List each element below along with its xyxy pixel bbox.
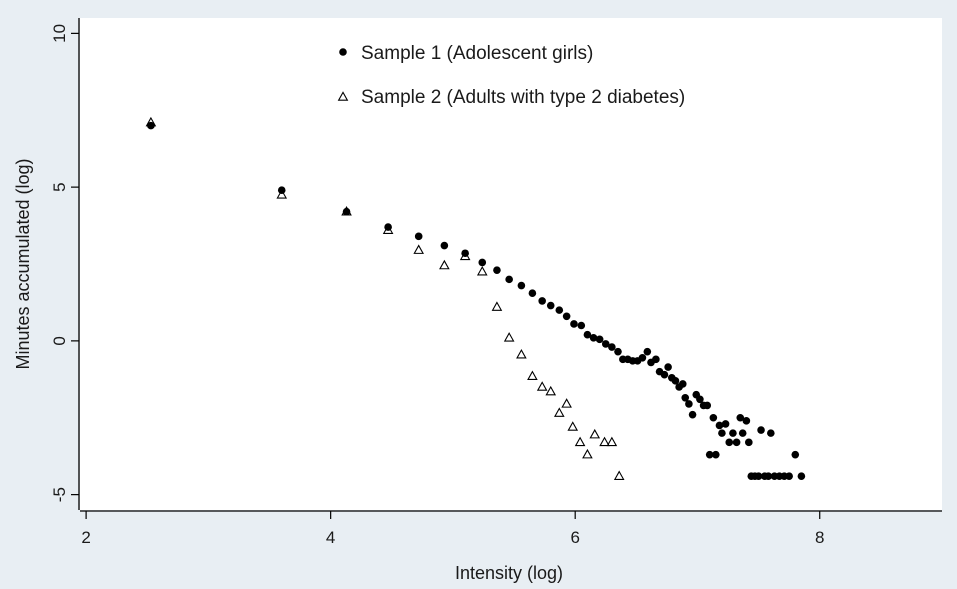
series-1-point [384, 223, 392, 231]
series-1-point [570, 320, 578, 328]
series-1-point [342, 207, 351, 216]
series-1-point [785, 472, 793, 480]
series-1-point [678, 380, 687, 388]
series-1-point [685, 400, 693, 408]
series-2-point [516, 348, 527, 359]
series-1-point [715, 421, 724, 430]
series-1-point [718, 429, 726, 437]
x-axis-title: Intensity (log) [455, 563, 563, 583]
series-1-point [660, 370, 669, 379]
series-2-point [574, 436, 586, 447]
series-2-point [545, 385, 557, 396]
legend-marker-1 [339, 48, 347, 56]
series-2-point [536, 381, 548, 391]
series-1-point [729, 429, 737, 437]
series-1-point [538, 297, 546, 305]
series-1-point [767, 429, 775, 437]
series-2-point [413, 244, 424, 254]
series-1-point [601, 340, 610, 348]
series-1-point [791, 450, 800, 459]
y-tick-label: -5 [50, 487, 69, 502]
series-2-point [567, 421, 579, 431]
series-2-point [276, 189, 288, 199]
series-1-point [595, 335, 604, 344]
series-1-point [705, 450, 714, 459]
x-tick-label: 4 [326, 528, 335, 547]
series-1-point [583, 330, 592, 339]
series-2-point [503, 332, 515, 342]
series-1-point [505, 275, 513, 284]
series-1-point [725, 438, 734, 447]
series-1-point [614, 347, 622, 356]
series-1-point [546, 301, 555, 310]
x-tick-label: 6 [570, 528, 579, 547]
series-1-point [736, 413, 745, 422]
series-1-point [664, 363, 672, 371]
y-axis-title: Minutes accumulated (log) [13, 158, 33, 369]
series-2-point [599, 436, 610, 447]
series-1-point [754, 472, 763, 480]
series-1-point [742, 417, 751, 425]
series-1-point [738, 429, 747, 437]
series-1-point [147, 121, 155, 130]
series-2-point [582, 448, 593, 459]
series-1-point [562, 312, 571, 321]
series-1-point [414, 232, 423, 241]
legend-label-2: Sample 2 (Adults with type 2 diabetes) [361, 87, 685, 108]
series-1-point [703, 401, 712, 410]
series-1-point [745, 438, 753, 447]
series-2-point [589, 428, 601, 439]
series-2-point [439, 259, 450, 270]
series-2-point [613, 470, 625, 480]
series-1-point [589, 334, 598, 342]
series-1-point [712, 450, 720, 459]
series-2-point [491, 301, 503, 311]
series-1-point [709, 413, 718, 422]
series-1-point [608, 343, 616, 351]
series-1-point [577, 321, 586, 330]
series-1-point [652, 355, 660, 364]
legend-marker-2 [337, 91, 349, 101]
series-1-point [638, 353, 647, 362]
series-1 [147, 121, 806, 480]
series-1-point [555, 306, 564, 314]
series-1-point [277, 186, 286, 194]
series-1-point [461, 249, 469, 258]
series-1-point [671, 377, 680, 385]
series-1-point [528, 289, 537, 298]
series-1-point [757, 426, 765, 434]
y-tick-label: 5 [50, 182, 69, 191]
series-1-point [696, 395, 704, 404]
series-2-point [476, 265, 488, 276]
series-1-point [643, 347, 652, 356]
series-1-point [721, 420, 730, 428]
x-tick-label: 8 [815, 528, 824, 547]
legend: Sample 1 (Adolescent girls) Sample 2 (Adu… [337, 43, 685, 108]
data-points [145, 116, 806, 480]
axes: 2 4 6 8 -5 0 5 10 [50, 18, 942, 547]
legend-label-1: Sample 1 (Adolescent girls) [361, 43, 593, 64]
series-1-point [797, 472, 806, 480]
y-tick-label: 0 [50, 336, 69, 345]
plot-area [80, 18, 942, 510]
series-2-point [553, 407, 565, 417]
series-1-point [764, 472, 773, 480]
series-1-point [732, 438, 741, 447]
series-2-point [527, 370, 538, 381]
series-1-point [681, 393, 690, 402]
series-1-point [440, 241, 449, 250]
x-tick-label: 2 [81, 528, 90, 547]
series-2-point [561, 398, 572, 408]
series-1-point [493, 266, 501, 274]
series-2-point [606, 436, 618, 447]
series-1-point [517, 281, 526, 290]
y-tick-label: 10 [50, 24, 69, 43]
series-1-point [688, 410, 697, 419]
series-1-point [478, 258, 487, 267]
